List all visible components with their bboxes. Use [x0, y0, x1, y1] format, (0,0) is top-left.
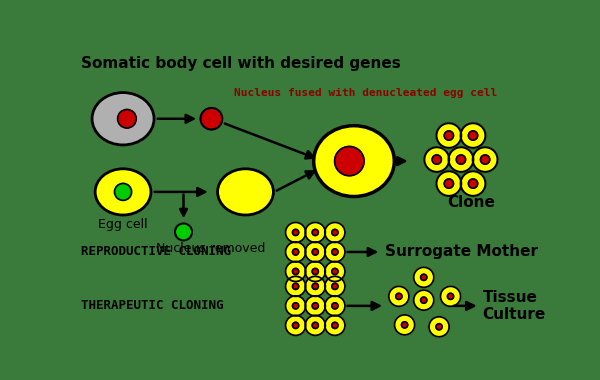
Circle shape [332, 303, 338, 309]
Ellipse shape [436, 123, 461, 148]
Circle shape [312, 303, 319, 309]
Ellipse shape [286, 296, 305, 316]
Circle shape [335, 146, 364, 176]
Ellipse shape [218, 169, 274, 215]
Circle shape [444, 131, 454, 140]
Ellipse shape [314, 126, 394, 196]
Circle shape [118, 109, 136, 128]
Ellipse shape [305, 261, 325, 282]
Ellipse shape [424, 147, 449, 172]
Ellipse shape [286, 242, 305, 262]
Ellipse shape [461, 171, 485, 196]
Text: Nucleus fused with denucleated egg cell: Nucleus fused with denucleated egg cell [234, 88, 497, 98]
Circle shape [481, 155, 490, 164]
Circle shape [436, 324, 442, 330]
Circle shape [115, 184, 131, 200]
Circle shape [332, 230, 338, 236]
Circle shape [469, 131, 478, 140]
Ellipse shape [413, 290, 434, 310]
Ellipse shape [286, 315, 305, 336]
Circle shape [312, 283, 319, 290]
Ellipse shape [305, 222, 325, 242]
Circle shape [469, 179, 478, 188]
Ellipse shape [325, 222, 345, 242]
Circle shape [432, 155, 442, 164]
Circle shape [457, 155, 466, 164]
Circle shape [401, 322, 408, 328]
Circle shape [175, 223, 192, 241]
Circle shape [200, 108, 222, 130]
Circle shape [312, 249, 319, 255]
Ellipse shape [325, 296, 345, 316]
Text: Nucleus removed: Nucleus removed [157, 242, 266, 255]
Ellipse shape [305, 315, 325, 336]
Circle shape [448, 293, 454, 299]
Ellipse shape [325, 315, 345, 336]
Ellipse shape [305, 242, 325, 262]
Ellipse shape [473, 147, 497, 172]
Ellipse shape [440, 287, 461, 306]
Circle shape [293, 283, 299, 290]
Circle shape [312, 230, 319, 236]
Circle shape [293, 268, 299, 275]
Ellipse shape [395, 315, 415, 335]
Ellipse shape [429, 317, 449, 337]
Text: Somatic body cell with desired genes: Somatic body cell with desired genes [81, 55, 401, 71]
Circle shape [444, 179, 454, 188]
Circle shape [293, 249, 299, 255]
Ellipse shape [436, 171, 461, 196]
Ellipse shape [286, 276, 305, 296]
Text: Surrogate Mother: Surrogate Mother [385, 244, 538, 260]
Circle shape [293, 303, 299, 309]
Circle shape [396, 293, 402, 299]
Ellipse shape [305, 296, 325, 316]
Text: Clone: Clone [447, 195, 495, 210]
Circle shape [293, 230, 299, 236]
Circle shape [332, 322, 338, 328]
Ellipse shape [325, 242, 345, 262]
Ellipse shape [95, 169, 151, 215]
Ellipse shape [449, 147, 473, 172]
Ellipse shape [325, 261, 345, 282]
Ellipse shape [305, 276, 325, 296]
Circle shape [312, 268, 319, 275]
Ellipse shape [92, 93, 154, 145]
Circle shape [421, 297, 427, 303]
Text: THERAPEUTIC CLONING: THERAPEUTIC CLONING [81, 299, 224, 312]
Circle shape [293, 322, 299, 328]
Circle shape [312, 322, 319, 328]
Ellipse shape [286, 222, 305, 242]
Ellipse shape [325, 276, 345, 296]
Circle shape [332, 283, 338, 290]
Ellipse shape [413, 267, 434, 287]
Text: Tissue
Culture: Tissue Culture [482, 290, 546, 322]
Circle shape [421, 274, 427, 280]
Circle shape [332, 249, 338, 255]
Ellipse shape [461, 123, 485, 148]
Ellipse shape [286, 261, 305, 282]
Text: Egg cell: Egg cell [98, 218, 148, 231]
Ellipse shape [389, 287, 409, 306]
Text: REPRODUCTIVE CLONING: REPRODUCTIVE CLONING [81, 245, 231, 258]
Circle shape [332, 268, 338, 275]
